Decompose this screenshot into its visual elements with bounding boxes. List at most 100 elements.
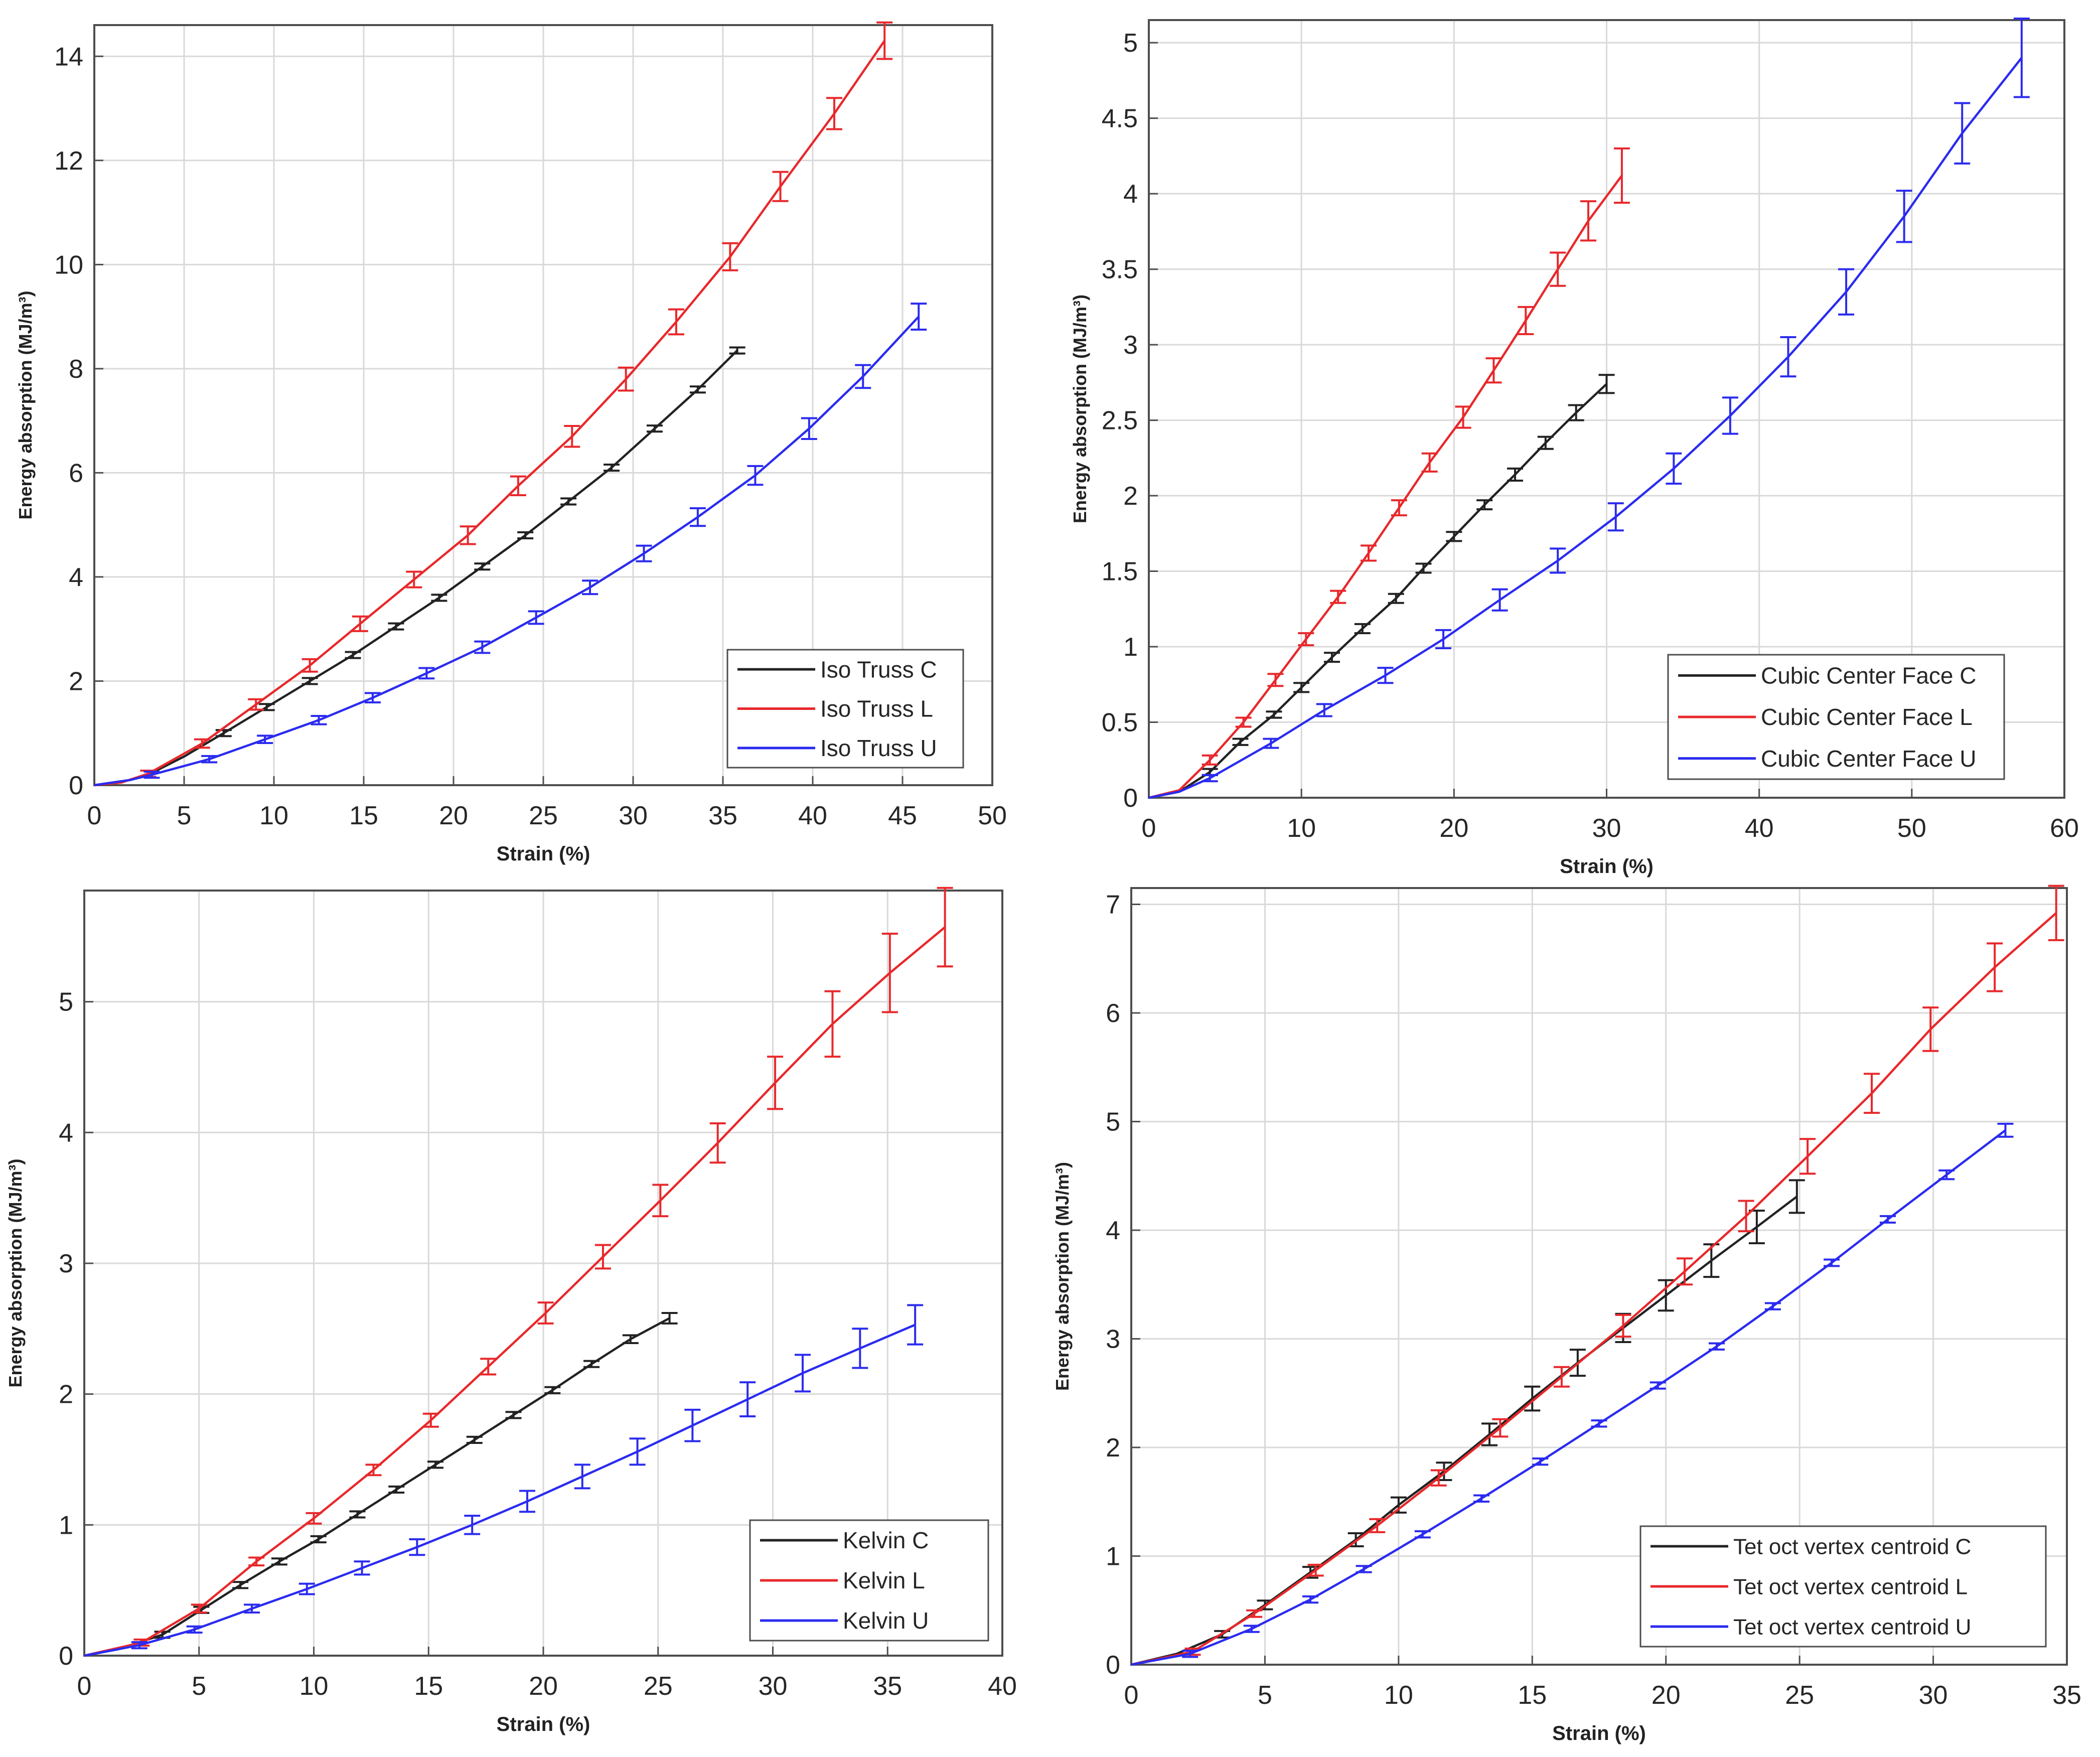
error-bar bbox=[1473, 1494, 1490, 1503]
error-bar bbox=[1507, 467, 1523, 482]
y-axis-label: Energy absorption (MJ/m³) bbox=[1070, 295, 1090, 523]
error-bar bbox=[474, 640, 491, 654]
error-bar bbox=[1788, 1179, 1805, 1214]
error-bar bbox=[352, 615, 368, 632]
error-bar bbox=[306, 1512, 322, 1525]
error-bar bbox=[1607, 502, 1624, 532]
legend-entry: Kelvin C bbox=[843, 1527, 929, 1553]
y-tick-label: 5 bbox=[1106, 1107, 1120, 1136]
error-bar bbox=[215, 729, 232, 738]
legend-entry: Cubic Center Face L bbox=[1761, 704, 1973, 730]
x-tick-label: 50 bbox=[978, 801, 1007, 830]
y-tick-label: 5 bbox=[1123, 29, 1138, 58]
error-bar bbox=[1369, 1518, 1386, 1533]
error-bar bbox=[131, 1641, 147, 1650]
error-bar bbox=[1799, 1138, 1816, 1175]
error-bar bbox=[537, 1301, 554, 1325]
x-tick-label: 30 bbox=[1592, 814, 1621, 843]
error-bar bbox=[1550, 547, 1566, 574]
series-line bbox=[1131, 1129, 2006, 1666]
series-line bbox=[84, 1324, 916, 1657]
series-kelvin-u bbox=[84, 1304, 924, 1657]
x-tick-label: 0 bbox=[1124, 1681, 1139, 1710]
error-bar bbox=[1324, 652, 1340, 663]
series-iso-truss-u bbox=[94, 303, 927, 787]
x-tick-label: 25 bbox=[1785, 1681, 1814, 1710]
error-bar bbox=[937, 887, 953, 968]
x-tick-label: 35 bbox=[708, 801, 737, 830]
error-bar bbox=[1391, 499, 1407, 517]
error-bar bbox=[2048, 885, 2064, 941]
legend: Kelvin C Kelvin L Kelvin U bbox=[749, 1519, 989, 1642]
series-line bbox=[84, 1317, 670, 1657]
x-tick-label: 30 bbox=[1919, 1681, 1948, 1710]
error-bar bbox=[1987, 942, 2003, 992]
x-tick-label: 50 bbox=[1897, 814, 1926, 843]
error-bar bbox=[1722, 396, 1738, 435]
x-tick-label: 0 bbox=[87, 801, 102, 830]
x-tick-label: 15 bbox=[414, 1672, 443, 1701]
y-tick-label: 1.5 bbox=[1102, 557, 1138, 587]
error-bar bbox=[739, 1381, 756, 1417]
y-tick-label: 0 bbox=[1106, 1651, 1120, 1680]
legend-entry: Cubic Center Face C bbox=[1761, 662, 1977, 688]
error-bar bbox=[1896, 190, 1912, 243]
error-bar bbox=[622, 1334, 639, 1344]
error-bar bbox=[636, 544, 652, 562]
error-bar bbox=[248, 698, 264, 711]
y-tick-label: 7 bbox=[1106, 890, 1120, 919]
x-tick-label: 20 bbox=[1652, 1681, 1681, 1710]
series-iso-truss-c bbox=[94, 346, 745, 787]
y-tick-label: 3 bbox=[59, 1249, 73, 1278]
error-bar bbox=[1415, 562, 1432, 574]
error-bar bbox=[689, 507, 706, 527]
x-tick-label: 35 bbox=[2052, 1681, 2081, 1710]
y-tick-label: 8 bbox=[69, 355, 83, 384]
x-tick-label: 0 bbox=[77, 1672, 92, 1701]
error-bar bbox=[1361, 544, 1377, 562]
error-bar bbox=[464, 1515, 481, 1535]
error-bar bbox=[583, 1360, 600, 1368]
error-bar bbox=[364, 692, 381, 704]
error-bar bbox=[767, 1056, 784, 1110]
legend-entry: Iso Truss U bbox=[820, 735, 937, 761]
error-bar bbox=[1568, 404, 1584, 421]
error-bar bbox=[1235, 716, 1252, 728]
error-bar bbox=[422, 1412, 439, 1428]
error-bar bbox=[618, 366, 634, 392]
error-bar bbox=[747, 465, 764, 486]
y-tick-label: 1 bbox=[1123, 633, 1138, 662]
y-tick-label: 0.5 bbox=[1102, 708, 1138, 738]
y-tick-label: 3 bbox=[1123, 331, 1138, 360]
x-tick-label: 20 bbox=[529, 1672, 558, 1701]
error-bar bbox=[1613, 147, 1630, 204]
error-bar bbox=[1838, 268, 1855, 316]
error-bar bbox=[194, 738, 210, 749]
error-bar bbox=[1476, 499, 1493, 511]
x-tick-label: 10 bbox=[259, 801, 288, 830]
x-tick-label: 40 bbox=[798, 801, 827, 830]
error-bar bbox=[427, 1460, 443, 1469]
error-bar bbox=[1550, 251, 1566, 287]
legend-entry: Kelvin U bbox=[843, 1607, 929, 1634]
error-bar bbox=[1591, 1419, 1607, 1428]
error-bar bbox=[310, 1535, 327, 1544]
error-bar bbox=[1666, 452, 1682, 485]
y-tick-label: 2 bbox=[1123, 482, 1138, 511]
error-bar bbox=[302, 658, 318, 673]
error-bar bbox=[388, 622, 404, 631]
error-bar bbox=[564, 425, 580, 448]
error-bar bbox=[1182, 1650, 1198, 1658]
series-cubic-center-face-l bbox=[1148, 147, 1630, 799]
error-bar bbox=[1455, 405, 1471, 429]
error-bar bbox=[201, 755, 218, 764]
error-bar bbox=[1738, 1200, 1754, 1233]
error-bar bbox=[1615, 1313, 1631, 1338]
legend-entry: Tet oct vertex centroid L bbox=[1733, 1574, 1968, 1599]
series-line bbox=[1148, 383, 1608, 799]
legend-entry: Kelvin L bbox=[843, 1567, 925, 1593]
error-bar bbox=[232, 1581, 249, 1589]
error-bar bbox=[1764, 1302, 1781, 1310]
series-cubic-center-face-u bbox=[1148, 17, 2030, 799]
error-bar bbox=[684, 1408, 701, 1442]
